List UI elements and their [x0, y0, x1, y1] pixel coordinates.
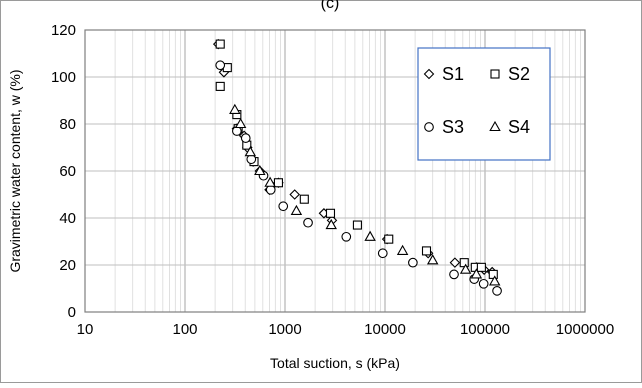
data-point-s3: [303, 217, 313, 228]
data-point-s2: [325, 208, 336, 218]
top-label-fragment: (c): [321, 0, 340, 12]
data-point-s4: [470, 268, 483, 279]
data-point-s4: [426, 254, 439, 265]
data-point-s4: [396, 244, 409, 255]
x-tick-label: 100: [172, 321, 197, 338]
data-point-s4: [234, 117, 247, 129]
legend-label-s1: S1: [442, 64, 464, 84]
x-tick-label: 10000: [364, 321, 406, 338]
data-point-s2: [476, 262, 486, 272]
data-point-s4: [290, 204, 303, 215]
data-point-s2: [488, 269, 498, 279]
data-point-s3: [478, 278, 489, 289]
data-point-s3: [215, 60, 226, 71]
legend-box: [417, 47, 551, 161]
legend-label-s4: S4: [508, 117, 530, 137]
plot-area: [84, 29, 586, 313]
data-point-s2: [215, 81, 225, 91]
data-point-s2: [273, 178, 283, 188]
y-axis-label: Gravimetric water content, w (%): [7, 69, 23, 272]
y-tick-label: 100: [51, 69, 76, 86]
legend-label-s2: S2: [508, 64, 530, 84]
data-point-s3: [240, 133, 251, 143]
data-point-s3: [449, 269, 459, 280]
y-tick-label: 80: [59, 116, 76, 133]
legend: S1 S2 S3 S4: [417, 47, 551, 161]
data-point-s3: [492, 286, 502, 296]
data-point-s1: [449, 257, 461, 268]
legend-label-s3: S3: [442, 117, 464, 137]
data-point-s4: [264, 176, 276, 187]
legend-marker-s3: [424, 122, 434, 132]
data-point-s2: [421, 246, 432, 256]
data-point-s3: [408, 257, 418, 268]
data-points: [212, 38, 502, 296]
data-point-s4: [254, 164, 266, 176]
data-point-s4: [244, 146, 257, 157]
data-point-s2: [352, 220, 362, 230]
data-point-s1: [289, 189, 300, 200]
y-tick-label: 20: [59, 257, 76, 274]
legend-marker-s1: [423, 68, 435, 80]
data-point-s2: [459, 258, 469, 268]
data-point-s4: [488, 275, 501, 286]
legend-marker-s4: [489, 120, 501, 132]
data-point-s4: [459, 263, 472, 274]
x-tick-label: 1000000: [556, 321, 614, 338]
data-point-s3: [278, 201, 289, 212]
data-point-s3: [377, 248, 388, 259]
tick-labels: 10 100 1000 10000 100000 1000000 0 20 40 60 80 100 1…: [51, 22, 614, 338]
y-tick-label: 60: [59, 163, 76, 180]
data-point-s2: [384, 234, 394, 244]
y-tick-label: 0: [68, 304, 76, 321]
x-tick-label: 100000: [460, 321, 510, 338]
x-tick-label: 1000: [268, 321, 301, 338]
x-tick-label: 10: [77, 321, 94, 338]
legend-marker-s2: [490, 69, 500, 79]
data-point-s4: [364, 230, 376, 241]
y-tick-label: 40: [59, 210, 76, 227]
data-point-s4: [229, 103, 241, 114]
y-tick-label: 120: [51, 22, 76, 39]
x-axis-label: Total suction, s (kPa): [270, 355, 400, 371]
data-point-s2: [215, 39, 225, 49]
data-point-s3: [341, 231, 352, 242]
data-point-s4: [325, 218, 337, 230]
data-point-s2: [299, 194, 309, 204]
